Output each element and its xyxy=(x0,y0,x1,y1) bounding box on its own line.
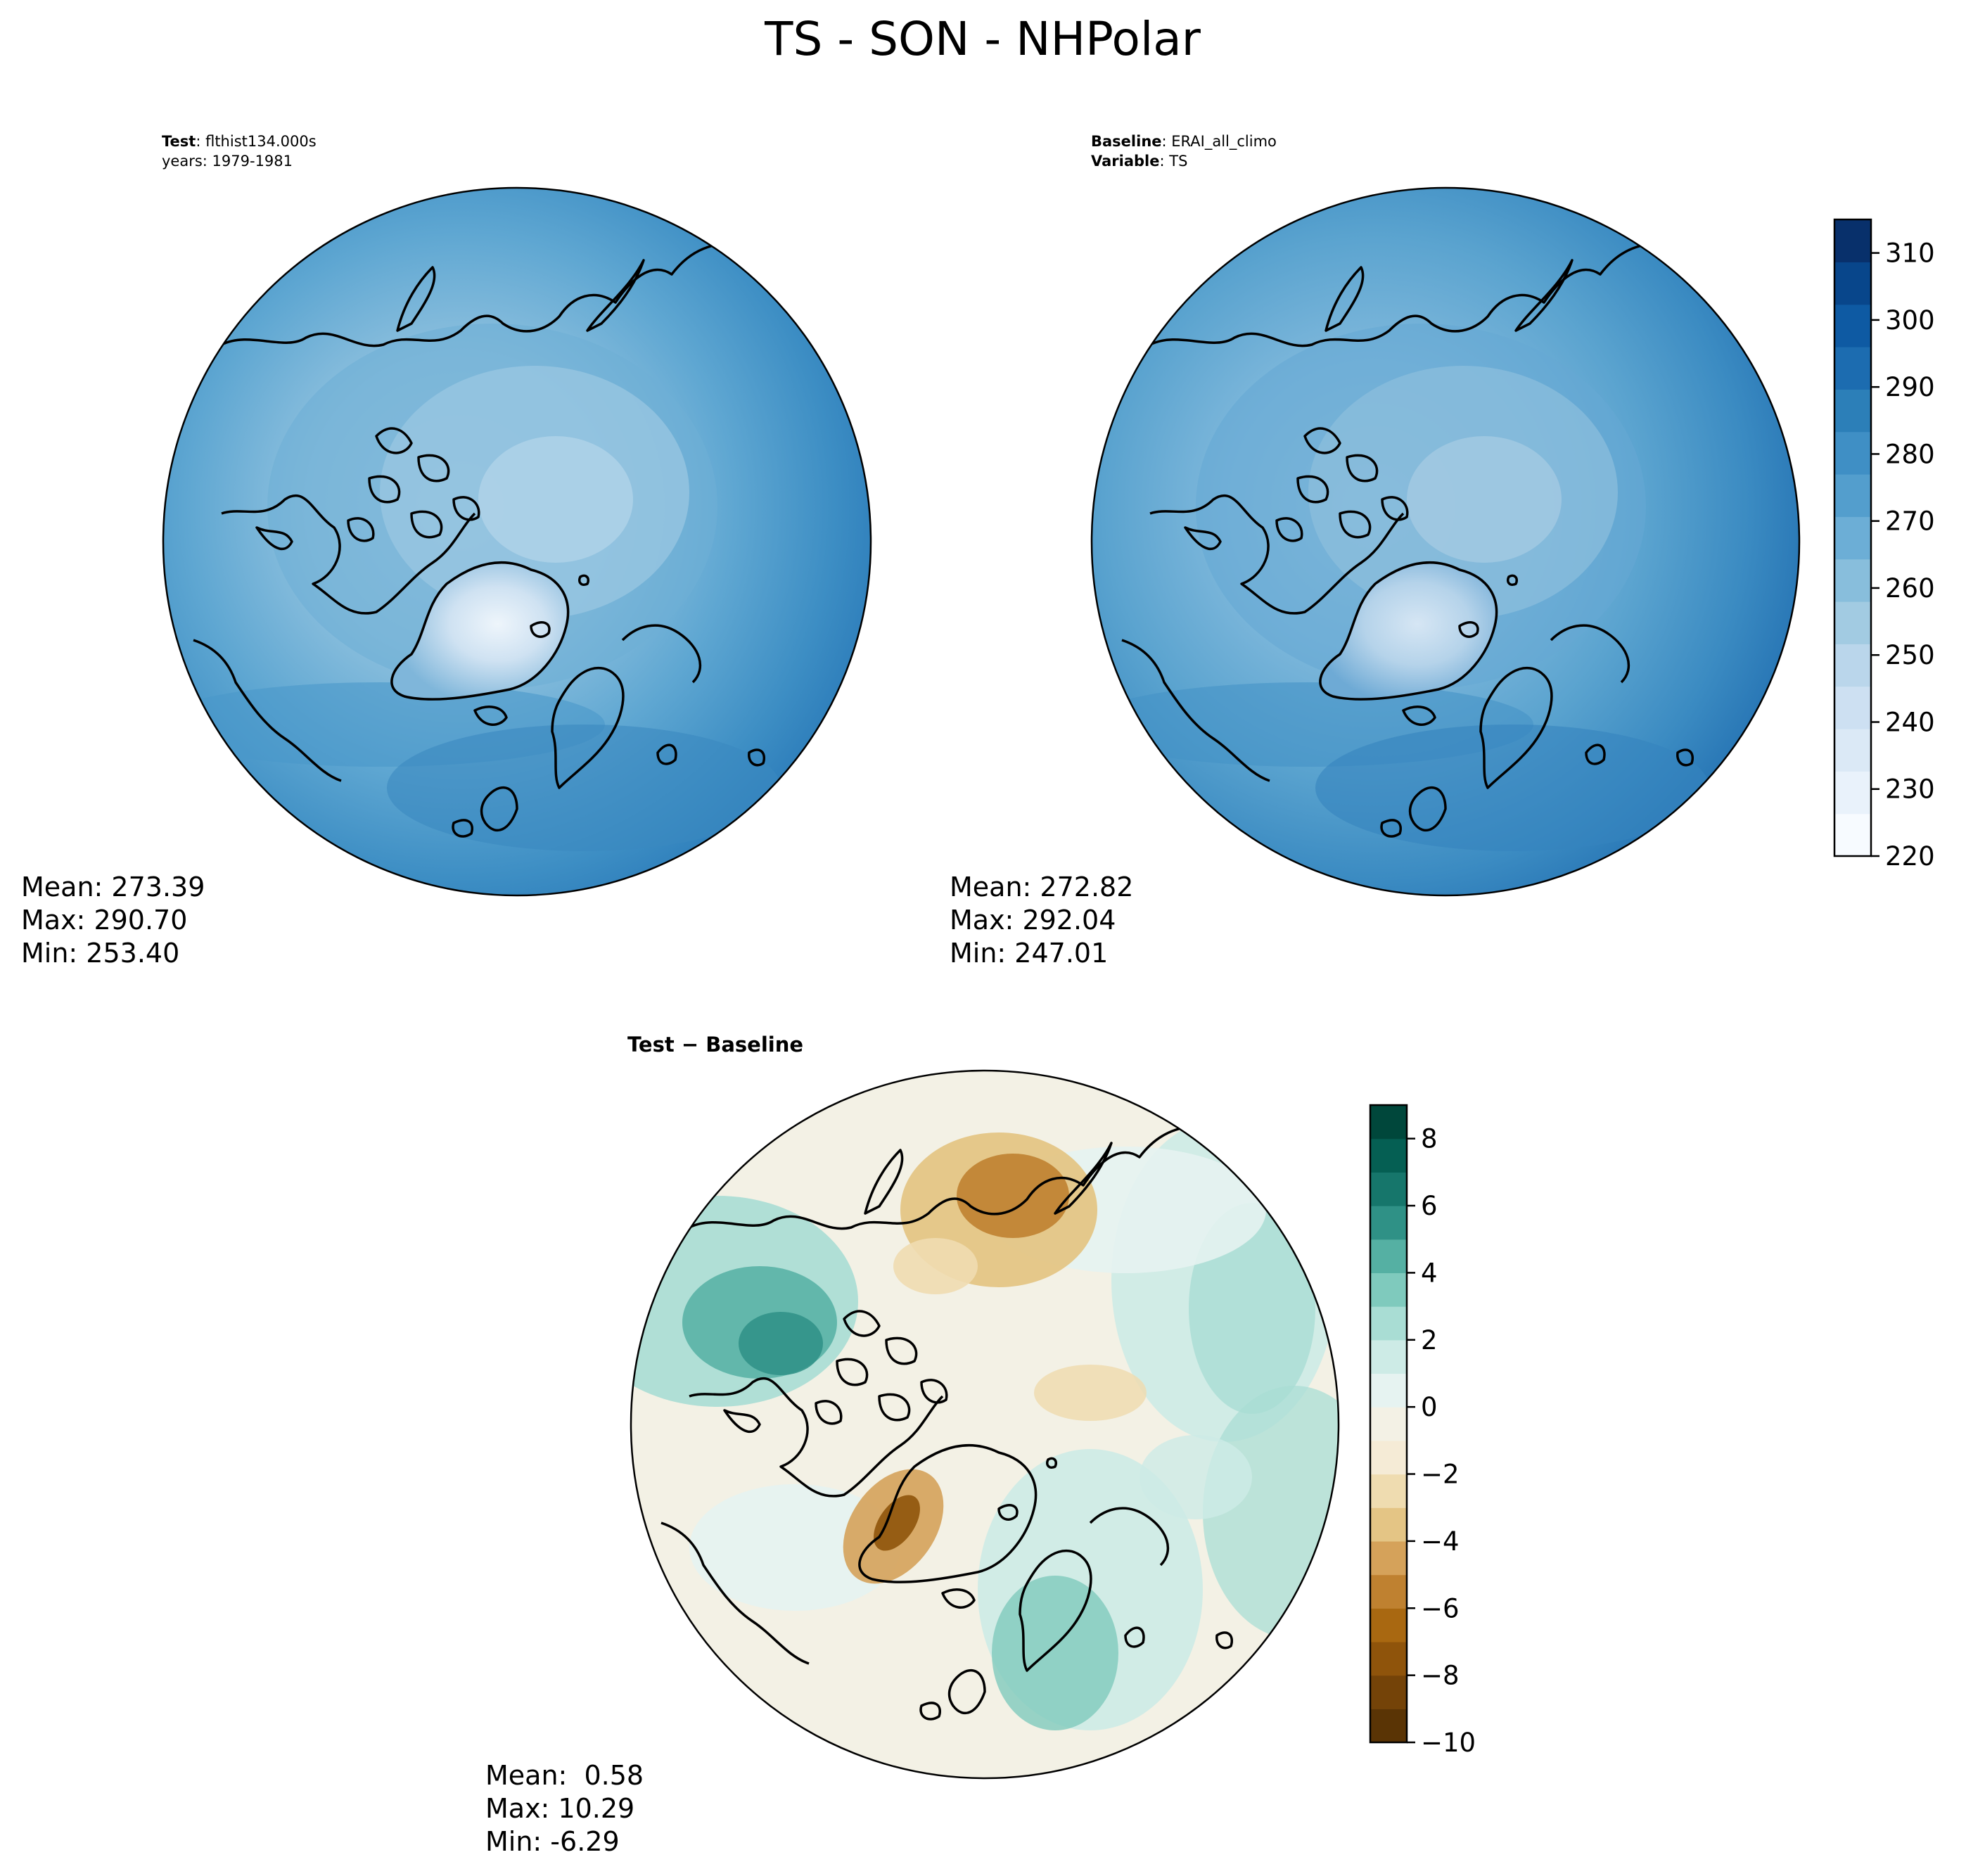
baseline-case-label: Baseline: ERAI_all_climo xyxy=(1091,133,1277,151)
top-colorbar-segment xyxy=(1834,431,1871,475)
diff-stat-mean: Mean: 0.58 xyxy=(485,1760,644,1791)
bottom-colorbar-segment xyxy=(1370,1641,1407,1676)
top-colorbar-tick-label: 310 xyxy=(1885,238,1935,269)
bottom-colorbar-segment xyxy=(1370,1407,1407,1441)
baseline-stat-mean: Mean: 272.82 xyxy=(950,872,1133,902)
bottom-colorbar-tick-label: −2 xyxy=(1421,1460,1460,1490)
test-panel: Test: flthist134.000s years: 1979-1981 M… xyxy=(21,133,872,969)
test-years-label: years: 1979-1981 xyxy=(162,153,293,170)
bottom-colorbar-tick-label: 8 xyxy=(1421,1124,1438,1154)
top-colorbar-segment xyxy=(1834,219,1871,262)
bottom-colorbar-segment xyxy=(1370,1540,1407,1576)
bottom-colorbar-tick-label: 4 xyxy=(1421,1258,1438,1288)
test-stat-mean: Mean: 273.39 xyxy=(21,872,205,902)
bottom-colorbar-tick-label: −8 xyxy=(1421,1661,1460,1691)
top-colorbar-segment xyxy=(1834,516,1871,560)
baseline-map xyxy=(1092,188,1799,895)
bottom-colorbar-segment xyxy=(1370,1306,1407,1341)
bottom-colorbar-segment xyxy=(1370,1474,1407,1508)
top-colorbar-tick-label: 260 xyxy=(1885,573,1935,604)
top-colorbar-tick-label: 270 xyxy=(1885,506,1935,537)
top-colorbar-tick-label: 240 xyxy=(1885,707,1935,737)
top-colorbar-segment xyxy=(1834,559,1871,602)
bottom-colorbar-tick-label: 0 xyxy=(1421,1392,1438,1422)
baseline-variable-label: Variable: TS xyxy=(1091,153,1187,170)
top-colorbar-segment xyxy=(1834,389,1871,433)
top-colorbar-tick-label: 290 xyxy=(1885,372,1935,402)
top-colorbar-tick-label: 280 xyxy=(1885,439,1935,469)
top-colorbar-tick-label: 220 xyxy=(1885,841,1935,872)
bottom-colorbar-tick-label: −4 xyxy=(1421,1526,1460,1557)
baseline-stat-max: Max: 292.04 xyxy=(950,905,1116,936)
bottom-colorbar-segment xyxy=(1370,1138,1407,1173)
top-colorbar-segment xyxy=(1834,304,1871,347)
diff-stat-max: Max: 10.29 xyxy=(485,1793,634,1824)
bottom-colorbar-tick-label: 6 xyxy=(1421,1191,1438,1221)
diff-stat-min: Min: -6.29 xyxy=(485,1826,620,1857)
bottom-colorbar-tick-label: −10 xyxy=(1421,1728,1476,1758)
bottom-colorbar-segment xyxy=(1370,1675,1407,1709)
bottom-colorbar-segment xyxy=(1370,1574,1407,1609)
baseline-panel: Baseline: ERAI_all_climo Variable: TS Me… xyxy=(950,133,1801,969)
bottom-colorbar-segment xyxy=(1370,1507,1407,1542)
bottom-colorbar-segment xyxy=(1370,1239,1407,1274)
bottom-colorbar-tick-label: −6 xyxy=(1421,1593,1460,1623)
bottom-colorbar-segment xyxy=(1370,1373,1407,1408)
top-colorbar-segment xyxy=(1834,347,1871,390)
bottom-colorbar-segment xyxy=(1370,1105,1407,1140)
top-colorbar-frame xyxy=(1833,218,1872,857)
top-colorbar-segment xyxy=(1834,474,1871,517)
bottom-colorbar-segment xyxy=(1370,1172,1407,1206)
baseline-map-boundary xyxy=(1090,186,1801,897)
test-stat-max: Max: 290.70 xyxy=(21,905,187,936)
diff-map-boundary xyxy=(630,1069,1340,1780)
bottom-colorbar-segment xyxy=(1370,1440,1407,1475)
bottom-colorbar-segment xyxy=(1370,1339,1407,1374)
top-colorbar-segment xyxy=(1834,686,1871,729)
diff-title: Test − Baseline xyxy=(627,1033,803,1057)
test-case-label: Test: flthist134.000s xyxy=(162,133,317,150)
top-colorbar-segment xyxy=(1834,813,1871,857)
top-colorbar-segment xyxy=(1834,771,1871,815)
top-colorbar-segment xyxy=(1834,729,1871,772)
diff-map xyxy=(631,1071,1339,1778)
top-colorbar-segment xyxy=(1834,644,1871,687)
bottom-colorbar-tick-label: 2 xyxy=(1421,1325,1438,1355)
bottom-colorbar-segment xyxy=(1370,1608,1407,1642)
bottom-colorbar: −10 −8 −6 −4 −2 0 2 4 6 8 xyxy=(1369,1104,1476,1758)
bottom-colorbar-frame xyxy=(1369,1104,1408,1744)
baseline-stat-min: Min: 247.01 xyxy=(950,938,1108,969)
top-colorbar-tick-label: 300 xyxy=(1885,305,1935,336)
bottom-colorbar-segment xyxy=(1370,1709,1407,1743)
test-map-boundary xyxy=(162,186,872,897)
figure-title: TS - SON - NHPolar xyxy=(764,12,1201,66)
test-map xyxy=(163,188,871,895)
bottom-colorbar-segment xyxy=(1370,1206,1407,1240)
top-colorbar: 220 230 240 250 260 270 280 290 300 310 xyxy=(1833,218,1935,872)
top-colorbar-segment xyxy=(1834,262,1871,305)
top-colorbar-tick-label: 250 xyxy=(1885,640,1935,670)
top-colorbar-tick-label: 230 xyxy=(1885,774,1935,805)
test-stat-min: Min: 253.40 xyxy=(21,938,179,969)
diff-panel: Test − Baseline xyxy=(485,1033,1340,1857)
top-colorbar-segment xyxy=(1834,601,1871,644)
bottom-colorbar-segment xyxy=(1370,1272,1407,1307)
